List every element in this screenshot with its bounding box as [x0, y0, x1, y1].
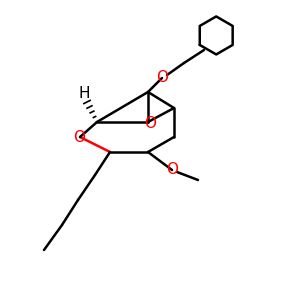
- Text: O: O: [156, 70, 168, 86]
- Text: O: O: [144, 116, 156, 130]
- Text: O: O: [73, 130, 85, 145]
- Text: O: O: [166, 163, 178, 178]
- Text: H: H: [78, 86, 90, 101]
